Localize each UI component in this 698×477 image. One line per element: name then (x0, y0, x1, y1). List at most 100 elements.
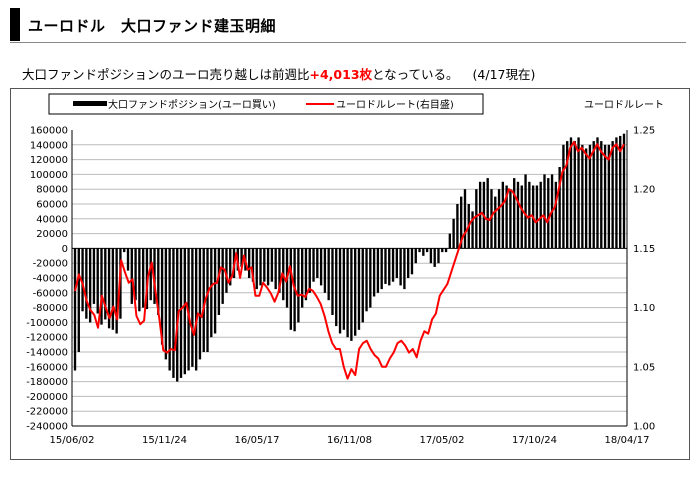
position-bar (259, 248, 262, 286)
left-tick-label: 120000 (30, 155, 68, 166)
position-bar (376, 248, 380, 293)
position-bar (312, 248, 315, 282)
left-tick-label: -200000 (26, 392, 68, 403)
position-bar (130, 248, 133, 304)
legend-bar-swatch (73, 101, 107, 106)
left-tick-label: -220000 (26, 407, 68, 418)
position-bar (372, 248, 376, 297)
position-bar (596, 137, 599, 249)
position-bar (327, 248, 330, 301)
position-bar (584, 148, 588, 249)
position-bar (490, 189, 493, 249)
position-bar (225, 248, 228, 293)
position-bar (316, 248, 319, 278)
x-tick-label: 16/11/08 (327, 435, 372, 446)
position-bar (198, 248, 202, 360)
position-bar (278, 248, 281, 293)
header-accent-bar (10, 8, 20, 41)
page-title: ユーロドル 大口ファンド建玉明細 (28, 17, 277, 35)
position-bar (558, 167, 561, 249)
position-bar (183, 248, 186, 375)
position-bar (149, 248, 152, 301)
left-tick-label: -100000 (26, 318, 68, 329)
left-tick-label: -240000 (26, 422, 68, 433)
right-tick-label: 1.05 (633, 362, 655, 373)
position-bar (615, 137, 618, 249)
position-bar (509, 189, 512, 249)
position-bar (206, 248, 209, 352)
left-tick-label: 0 (62, 244, 68, 255)
position-bar (308, 248, 311, 293)
left-tick-label: 100000 (30, 170, 68, 181)
left-tick-label: -160000 (26, 362, 68, 373)
position-bar (463, 189, 467, 249)
position-bar (384, 248, 387, 284)
position-bar (448, 233, 452, 249)
position-bar (577, 137, 580, 249)
x-tick-labels: 15/06/02 15/11/24 16/05/17 16/11/08 17/05/02… (50, 435, 650, 446)
position-bar (395, 248, 398, 278)
position-bar (202, 248, 205, 352)
x-tick-label: 15/11/24 (142, 435, 187, 446)
x-tick-label: 17/10/24 (512, 435, 557, 446)
position-bar (569, 137, 573, 249)
position-bar (588, 144, 592, 249)
position-bar (422, 248, 425, 256)
position-bar (304, 248, 308, 301)
right-tick-labels: 1.25 1.20 1.15 1.10 1.05 1.00 (633, 126, 655, 433)
position-bar (524, 174, 527, 249)
left-tick-label: -40000 (33, 274, 68, 285)
position-bar (607, 144, 611, 249)
position-bar (592, 141, 595, 249)
position-bar (501, 181, 505, 249)
position-bar (460, 196, 463, 249)
position-bar (399, 248, 402, 286)
position-bar (126, 248, 130, 271)
position-bars (73, 133, 626, 382)
position-bar (346, 248, 349, 338)
position-bar (319, 248, 323, 286)
position-bar (338, 248, 342, 334)
position-bar (123, 248, 126, 253)
position-bar (619, 135, 622, 249)
position-bar (342, 248, 345, 330)
left-tick-label: 60000 (36, 200, 68, 211)
position-bar (528, 181, 531, 249)
right-tick-label: 1.10 (633, 303, 655, 314)
position-bar (210, 248, 213, 338)
position-bar (441, 248, 444, 253)
position-bar (380, 248, 383, 290)
position-bar (263, 248, 266, 282)
legend-label-positions: 大口ファンドポジション(ユーロ買い) (108, 98, 276, 111)
position-bar (221, 248, 224, 304)
position-bar (270, 248, 274, 282)
position-bar (81, 248, 84, 312)
position-bar (573, 141, 576, 249)
position-bar (157, 248, 160, 315)
right-tick-label: 1.00 (633, 422, 655, 433)
position-bar (369, 248, 372, 308)
position-bar (350, 248, 353, 341)
position-bar (104, 248, 107, 320)
position-bar (391, 248, 395, 282)
position-bar (301, 248, 304, 308)
right-axis-title: ユーロドルレート (584, 100, 664, 111)
position-bar (611, 141, 614, 249)
x-tick-label: 18/04/17 (605, 435, 650, 446)
position-bar (289, 248, 292, 330)
position-bar (600, 141, 603, 249)
position-bar (141, 248, 145, 308)
position-bar (172, 248, 175, 378)
position-bar (213, 248, 217, 334)
position-bar (85, 248, 88, 319)
left-tick-label: -180000 (26, 377, 68, 388)
position-bar (107, 248, 111, 329)
position-bar (388, 248, 391, 286)
legend-box (48, 93, 484, 115)
x-tick-label: 15/06/02 (50, 435, 95, 446)
position-bar (425, 248, 429, 253)
position-bar (100, 248, 103, 325)
position-bar (297, 248, 300, 323)
position-bar (77, 248, 80, 352)
left-tick-label: -80000 (33, 303, 68, 314)
